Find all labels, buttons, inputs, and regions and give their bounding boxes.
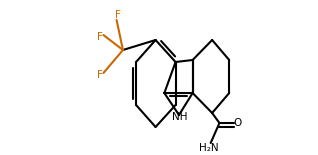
Text: NH: NH (172, 112, 188, 122)
Text: F: F (115, 10, 121, 20)
Text: F: F (97, 70, 103, 80)
Text: H₂N: H₂N (199, 143, 219, 153)
Text: F: F (97, 32, 103, 42)
Text: O: O (233, 118, 242, 128)
